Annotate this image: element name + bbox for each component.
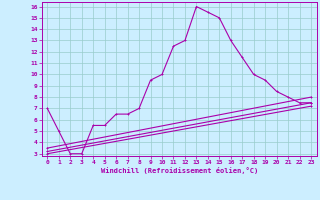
X-axis label: Windchill (Refroidissement éolien,°C): Windchill (Refroidissement éolien,°C) xyxy=(100,167,258,174)
